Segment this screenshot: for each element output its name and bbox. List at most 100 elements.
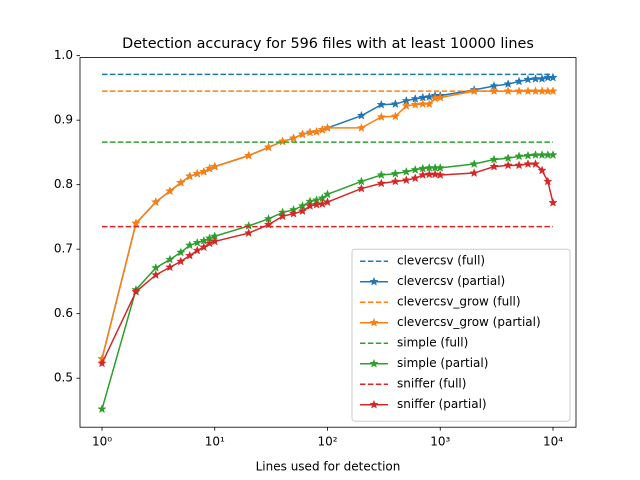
data-point xyxy=(151,262,161,272)
data-point xyxy=(390,111,401,121)
data-point xyxy=(514,86,524,96)
data-point xyxy=(356,176,367,186)
data-point xyxy=(503,79,513,89)
data-point xyxy=(185,171,195,181)
data-point xyxy=(548,197,558,207)
legend-label: sniffer (full) xyxy=(397,377,466,391)
legend-label: sniffer (partial) xyxy=(397,397,487,411)
data-point xyxy=(410,173,420,183)
data-point xyxy=(356,122,367,132)
legend-label: simple (full) xyxy=(397,336,468,350)
data-point xyxy=(548,150,558,159)
data-point xyxy=(210,236,220,246)
data-point xyxy=(543,176,553,186)
data-point xyxy=(435,170,445,179)
data-point xyxy=(297,206,308,216)
data-point xyxy=(97,358,107,368)
x-tick-label: 10¹ xyxy=(205,435,225,449)
chart-title: Detection accuracy for 596 files with at… xyxy=(122,36,534,52)
data-point xyxy=(204,163,215,173)
data-point xyxy=(305,201,315,210)
data-point xyxy=(410,164,420,174)
data-point xyxy=(376,112,386,121)
data-point xyxy=(390,99,401,109)
data-point xyxy=(97,404,107,414)
data-point xyxy=(530,159,541,169)
data-point xyxy=(192,168,202,178)
data-point xyxy=(263,219,274,229)
x-axis-label: Lines used for detection xyxy=(256,460,401,474)
legend-box xyxy=(351,248,571,422)
legend-label: simple (partial) xyxy=(397,356,488,370)
data-point xyxy=(210,161,220,171)
y-tick-label: 0.7 xyxy=(54,242,73,256)
data-point xyxy=(244,228,254,238)
data-point xyxy=(176,256,186,266)
data-point xyxy=(424,99,434,109)
data-point xyxy=(514,151,524,161)
x-tick-label: 10⁴ xyxy=(543,435,563,449)
data-point xyxy=(176,247,186,257)
data-point xyxy=(410,99,420,109)
data-point xyxy=(244,221,254,230)
data-point xyxy=(435,92,445,102)
legend-label: clevercsv_grow (partial) xyxy=(397,315,541,329)
y-tick-label: 0.6 xyxy=(54,306,73,320)
data-point xyxy=(277,136,288,146)
data-point xyxy=(131,286,141,296)
legend-label: clevercsv_grow (full) xyxy=(397,295,521,309)
y-tick-label: 0.5 xyxy=(54,371,73,385)
data-point xyxy=(356,183,367,193)
data-point xyxy=(548,72,558,82)
data-point xyxy=(469,86,479,96)
data-point xyxy=(503,153,513,163)
data-point xyxy=(390,168,401,178)
data-point xyxy=(537,165,547,175)
y-tick-label: 0.9 xyxy=(54,113,73,127)
data-point xyxy=(165,186,175,196)
data-point xyxy=(376,178,386,188)
data-point xyxy=(185,240,195,250)
data-point xyxy=(514,76,524,86)
data-point xyxy=(192,237,202,247)
data-point xyxy=(165,254,175,264)
data-point xyxy=(317,199,328,209)
data-point xyxy=(376,170,386,179)
data-point xyxy=(322,197,333,207)
data-point xyxy=(401,101,411,110)
data-point xyxy=(288,133,299,143)
data-point xyxy=(489,86,499,96)
data-point xyxy=(430,169,440,179)
data-point xyxy=(489,154,499,164)
data-point xyxy=(131,218,141,228)
legend-marker xyxy=(369,317,379,327)
data-point xyxy=(204,238,215,248)
legend-marker xyxy=(369,276,379,286)
x-tick-label: 10² xyxy=(317,435,337,449)
data-point xyxy=(376,99,386,109)
data-point xyxy=(514,160,524,170)
legend: clevercsv (full) clevercsv (partial) cleve… xyxy=(351,248,571,422)
legend-marker xyxy=(369,399,379,409)
data-point xyxy=(435,162,445,172)
legend-label: clevercsv (partial) xyxy=(397,274,505,288)
data-point xyxy=(469,159,479,169)
legend-marker xyxy=(369,358,379,368)
y-tick-label: 0.8 xyxy=(54,177,73,191)
data-point xyxy=(176,177,186,187)
data-point xyxy=(469,168,479,178)
data-point xyxy=(322,122,333,132)
data-point xyxy=(356,110,367,120)
data-point xyxy=(199,242,209,252)
data-point xyxy=(165,262,175,272)
legend-label: clevercsv (full) xyxy=(397,254,485,268)
data-point xyxy=(322,189,333,199)
data-point xyxy=(401,166,411,176)
data-point xyxy=(523,150,533,160)
data-point xyxy=(401,175,411,185)
data-point xyxy=(244,150,254,160)
plot-frame xyxy=(79,57,577,428)
data-point xyxy=(503,86,513,96)
data-point xyxy=(199,166,209,176)
